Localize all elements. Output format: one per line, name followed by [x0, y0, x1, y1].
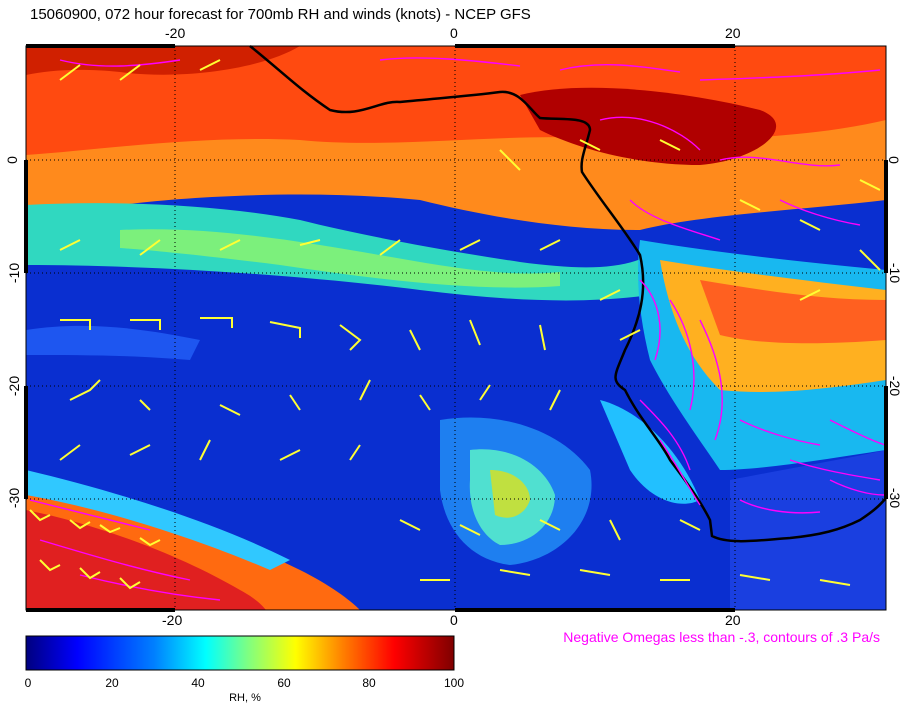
africa-coastline	[249, 45, 887, 543]
left-axis-label-2: -10	[6, 262, 23, 284]
bottom-axis-label-2: 0	[450, 612, 458, 628]
frame-ticks	[24, 44, 888, 612]
omega-note: Negative Omegas less than -.3, contours …	[563, 629, 880, 645]
right-axis-label-2: -10	[887, 262, 904, 284]
top-axis-label-3: 20	[725, 25, 741, 41]
colorbar-tick-80: 80	[362, 676, 376, 690]
top-axis-label-1: -20	[165, 25, 186, 41]
colorbar-units: RH, %	[229, 692, 261, 704]
left-axis-label-3: -20	[6, 375, 23, 397]
bottom-axis-label-1: -20	[162, 612, 183, 628]
colorbar-tick-100: 100	[443, 676, 465, 690]
wind-barbs	[29, 59, 881, 590]
omega-contours	[29, 57, 886, 601]
colorbar-tick-40: 40	[191, 676, 205, 690]
grid-lines	[26, 46, 886, 610]
right-axis-label-4: -30	[887, 487, 904, 509]
left-axis-label-4: -30	[6, 487, 23, 509]
map-title: 15060900, 072 hour forecast for 700mb RH…	[30, 6, 531, 23]
colorbar-tick-20: 20	[105, 676, 119, 690]
bottom-axis-label-3: 20	[725, 612, 741, 628]
right-axis-label-1: 0	[885, 156, 902, 164]
left-axis-label-1: 0	[3, 156, 20, 164]
top-axis-label-2: 0	[450, 25, 458, 41]
colorbar-tick-60: 60	[277, 676, 291, 690]
right-axis-label-3: -20	[887, 375, 904, 397]
rh-field	[26, 46, 886, 610]
colorbar-tick-0: 0	[24, 676, 32, 690]
colorbar	[25, 635, 455, 671]
